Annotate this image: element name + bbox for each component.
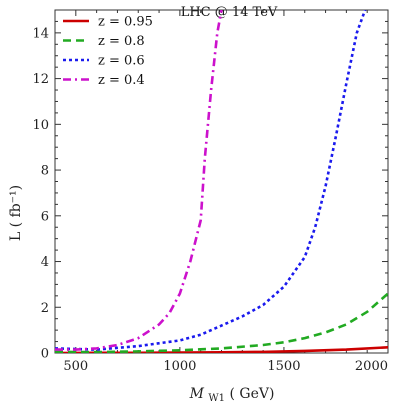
legend-label-0: z = 0.95	[98, 15, 153, 30]
x-axis-title-sub: W1	[208, 393, 225, 404]
legend: z = 0.95 z = 0.8 z = 0.6 z = 0.4	[63, 15, 153, 88]
legend-label-1: z = 0.8	[98, 34, 145, 49]
y-tick-label: 14	[32, 26, 49, 41]
y-tick-label: 12	[32, 72, 49, 87]
x-axis-title-unit: ( GeV)	[229, 386, 274, 402]
series-lines	[55, 10, 388, 353]
legend-label-2: z = 0.6	[98, 54, 145, 69]
y-tick-label: 10	[32, 118, 49, 133]
series-line-3	[55, 10, 223, 351]
y-tick-label: 4	[41, 255, 49, 270]
x-tick-label: 500	[63, 359, 88, 374]
y-tick-label: 0	[41, 347, 49, 362]
y-axis-ticks: 0 2 4 6 8 10 12 14	[32, 20, 388, 362]
y-axis-title: L ( fb⁻¹)	[8, 185, 24, 241]
y-tick-label: 8	[41, 164, 49, 179]
series-line-2	[55, 10, 367, 351]
x-axis-ticks: 500 1000 1500 2000	[54, 10, 389, 374]
x-tick-label: 1500	[267, 359, 300, 374]
x-tick-label: 1000	[163, 359, 196, 374]
legend-label-3: z = 0.4	[98, 73, 145, 88]
x-tick-label: 2000	[355, 359, 388, 374]
chart-title: LHC @ 14 TeV	[181, 5, 278, 20]
y-tick-label: 2	[41, 301, 49, 316]
y-tick-label: 6	[41, 209, 49, 224]
x-axis-title: M W1 ( GeV)	[189, 386, 275, 405]
x-axis-title-main: M	[189, 386, 205, 402]
series-line-1	[55, 292, 388, 353]
